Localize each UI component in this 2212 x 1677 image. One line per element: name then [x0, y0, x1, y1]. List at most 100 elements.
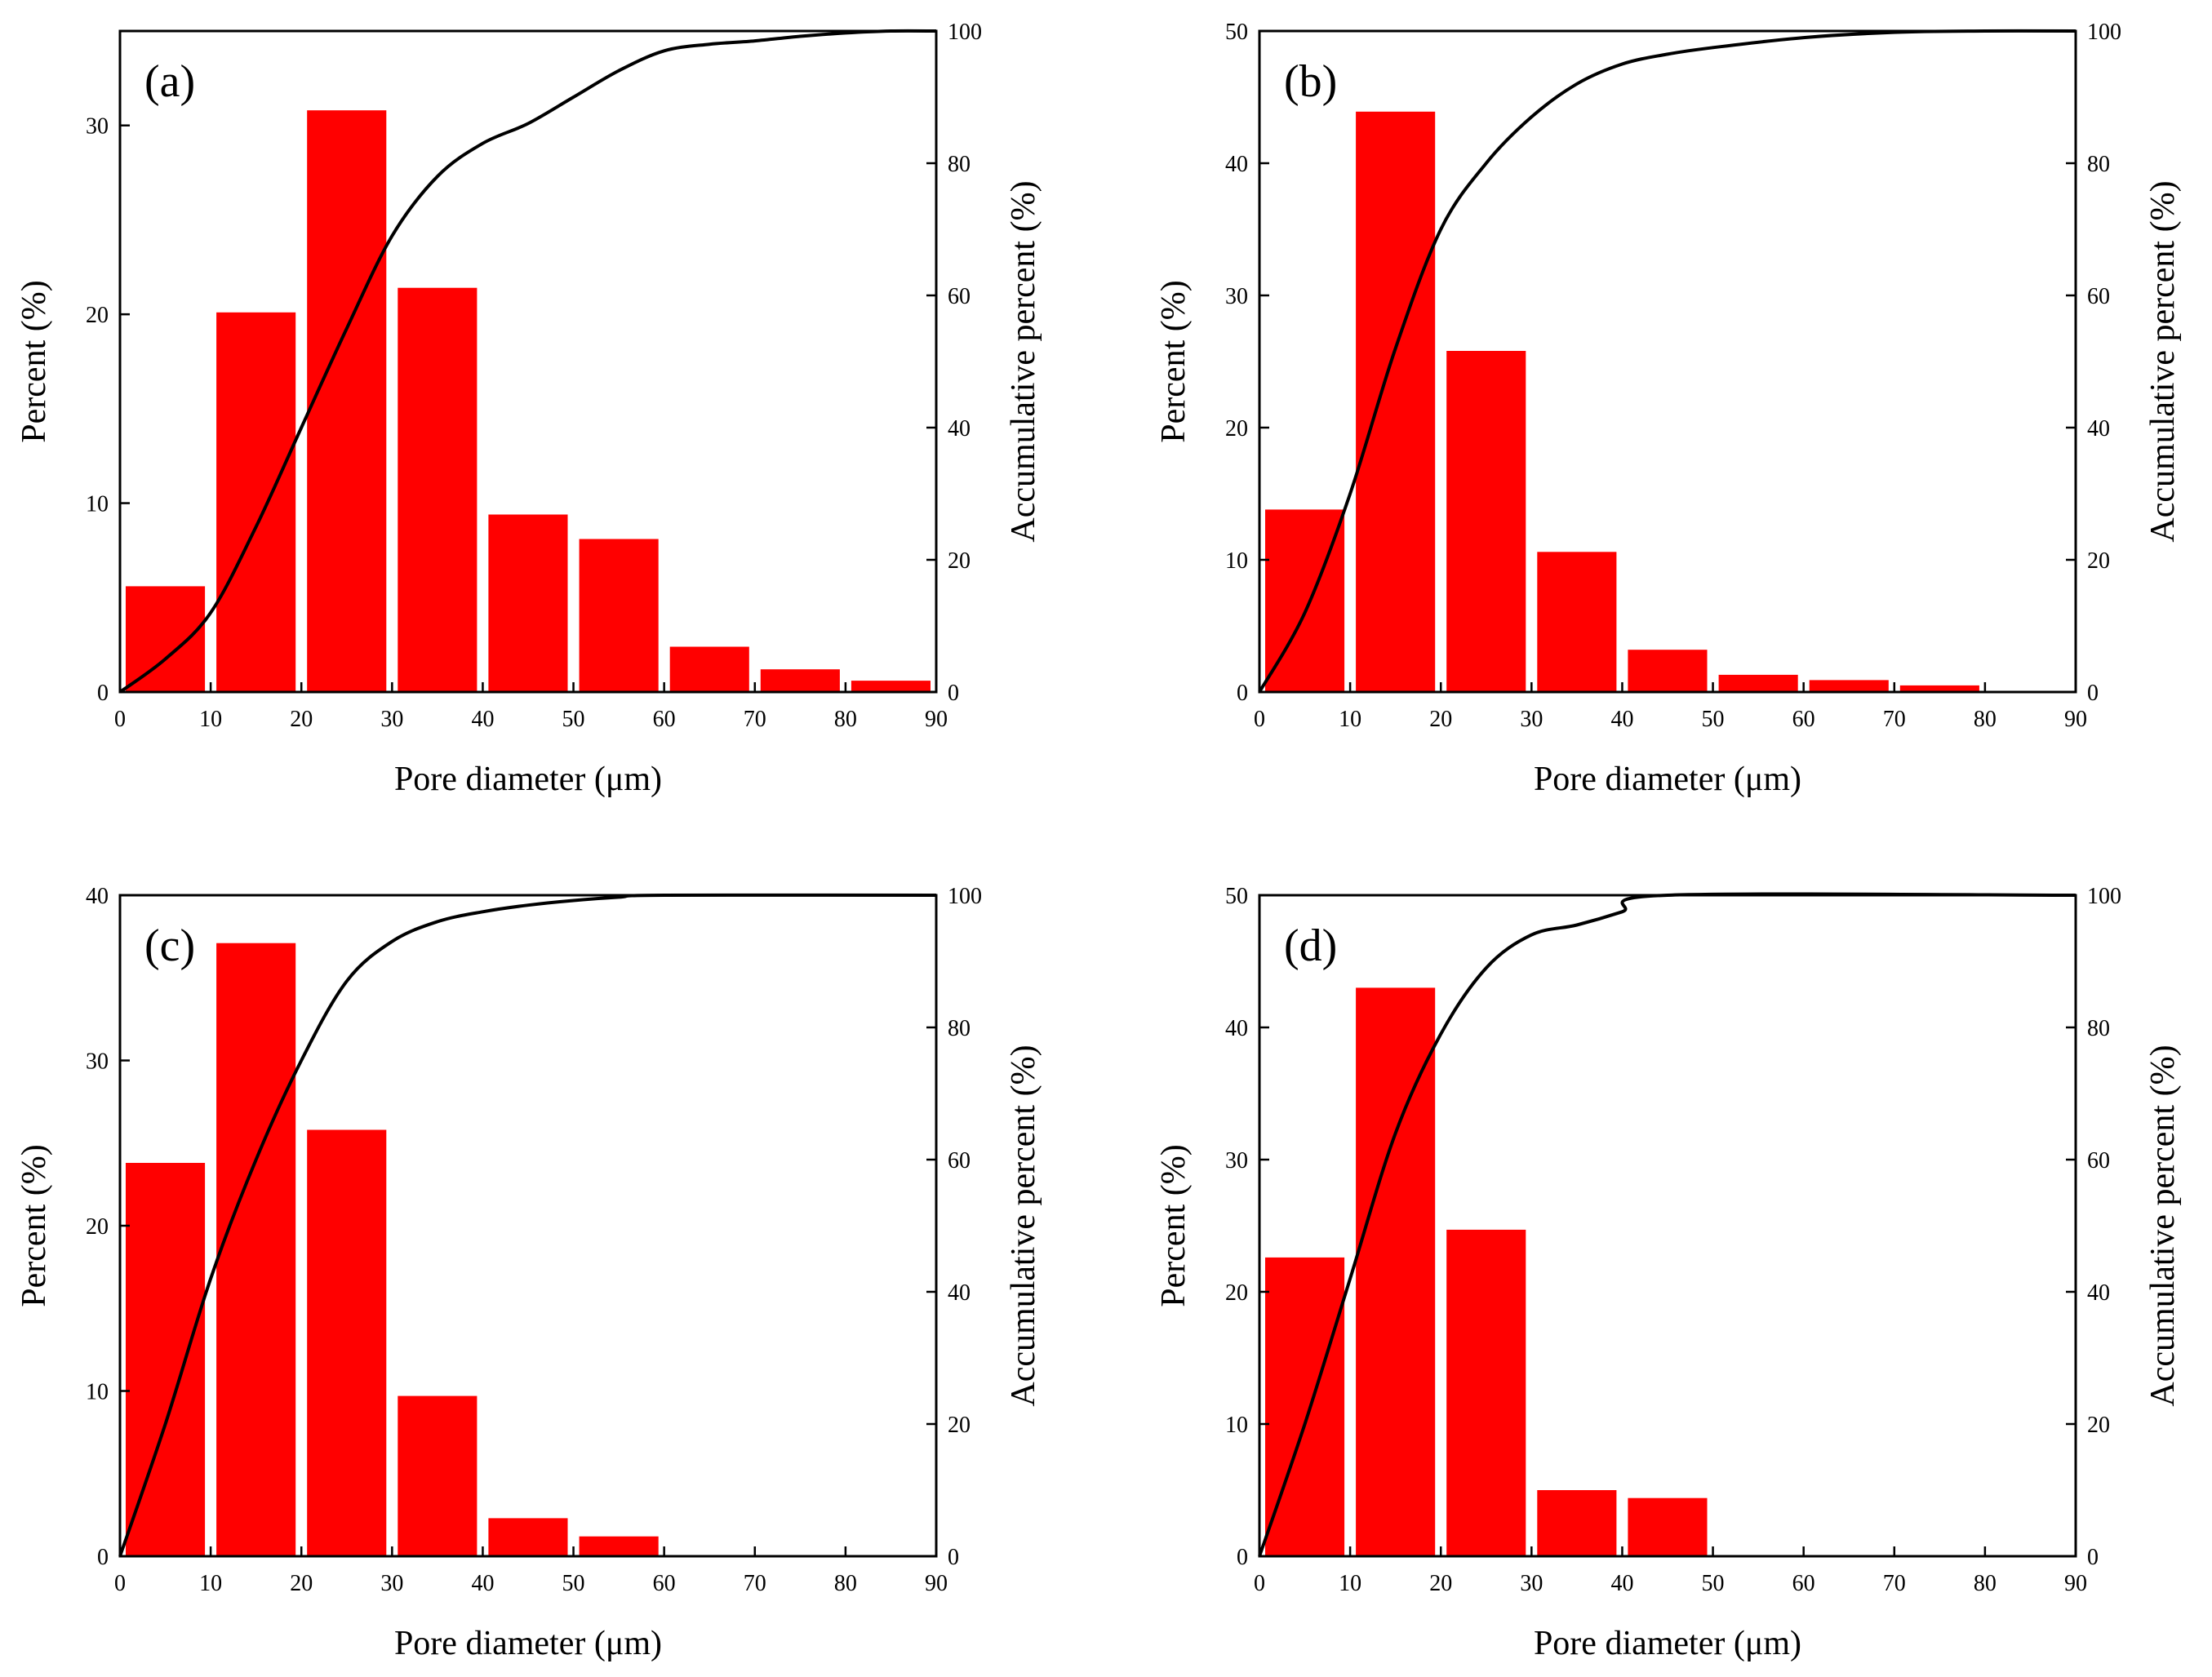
- x-tick-label: 10: [199, 707, 222, 732]
- bar: [1446, 351, 1526, 692]
- x-tick-label: 10: [199, 1571, 222, 1596]
- x-tick-label: 0: [114, 707, 126, 732]
- bar: [669, 646, 749, 692]
- x-tick-label: 20: [290, 1571, 313, 1596]
- panel-label: (b): [1284, 56, 1337, 107]
- x-tick-label: 20: [1429, 1571, 1452, 1596]
- x-tick-label: 90: [925, 707, 948, 732]
- x-tick-label: 10: [1339, 707, 1361, 732]
- y-tick-label: 40: [1225, 152, 1248, 177]
- bar: [488, 514, 568, 692]
- y-tick-label: 20: [1225, 416, 1248, 441]
- y2-tick-label: 60: [948, 1148, 971, 1173]
- bar: [216, 312, 296, 692]
- x-tick-label: 80: [834, 707, 857, 732]
- y2-tick-label: 60: [2087, 1148, 2110, 1173]
- y2-tick-label: 0: [948, 681, 959, 706]
- x-tick-label: 50: [1702, 707, 1725, 732]
- cumulative-curve: [1258, 29, 2077, 693]
- y-tick-label: 20: [1225, 1280, 1248, 1306]
- x-tick-label: 70: [744, 707, 766, 732]
- x-tick-label: 80: [834, 1571, 857, 1596]
- y-tick-label: 20: [86, 303, 109, 328]
- x-tick-label: 70: [1883, 1571, 1906, 1596]
- y2-tick-label: 40: [2087, 1280, 2110, 1306]
- bar: [1265, 1257, 1345, 1556]
- panel-label: (a): [144, 56, 195, 107]
- y2-axis-title: Accumulative percent (%): [1005, 1045, 1042, 1406]
- y2-tick-label: 20: [2087, 1413, 2110, 1438]
- bar: [1356, 111, 1436, 693]
- y2-tick-label: 80: [948, 1016, 971, 1041]
- y-tick-label: 0: [1237, 1545, 1248, 1570]
- bar: [126, 586, 206, 692]
- y-axis-title: Percent (%): [16, 1144, 53, 1307]
- y2-tick-label: 20: [948, 548, 971, 574]
- bar: [307, 110, 387, 692]
- x-tick-label: 70: [1883, 707, 1906, 732]
- panel-label: (d): [1284, 921, 1337, 971]
- y2-tick-label: 40: [948, 1280, 971, 1306]
- y-axis-title: Percent (%): [1155, 1144, 1193, 1307]
- x-tick-label: 40: [471, 1571, 494, 1596]
- y-tick-label: 0: [97, 1545, 109, 1570]
- bar: [488, 1518, 568, 1556]
- y-tick-label: 30: [86, 114, 109, 140]
- bar: [126, 1163, 206, 1556]
- y2-tick-label: 20: [2087, 548, 2110, 574]
- y-tick-label: 10: [86, 1380, 109, 1405]
- y2-axis-title: Accumulative percent (%): [2144, 180, 2182, 542]
- chart-panel-a: 0 10 20 30 40 50 60 70 80 900102030020406080100(a…: [16, 20, 1042, 798]
- y-tick-label: 10: [1225, 1413, 1248, 1438]
- bar: [760, 669, 840, 692]
- bar: [398, 1395, 477, 1556]
- y2-tick-label: 80: [2087, 152, 2110, 177]
- bar: [1718, 674, 1798, 692]
- panel-label: (c): [144, 921, 195, 971]
- bar: [1809, 680, 1889, 692]
- x-tick-label: 40: [1610, 1571, 1633, 1596]
- y-axis-title: Percent (%): [1155, 280, 1193, 442]
- y-tick-label: 40: [86, 884, 109, 909]
- y-tick-label: 0: [1237, 681, 1248, 706]
- bar: [851, 681, 931, 692]
- x-tick-label: 20: [290, 707, 313, 732]
- y2-axis-title: Accumulative percent (%): [1005, 180, 1042, 542]
- x-tick-label: 30: [1520, 1571, 1543, 1596]
- x-axis-title: Pore diameter (μm): [394, 1625, 662, 1662]
- y2-tick-label: 60: [948, 284, 971, 309]
- y-tick-label: 40: [1225, 1016, 1248, 1041]
- x-tick-label: 90: [2064, 1571, 2087, 1596]
- y2-tick-label: 60: [2087, 284, 2110, 309]
- bar: [307, 1129, 387, 1556]
- bar: [1628, 1497, 1708, 1556]
- y2-tick-label: 40: [948, 416, 971, 441]
- bar: [1537, 552, 1617, 692]
- y2-tick-label: 100: [2087, 884, 2121, 909]
- y-tick-label: 50: [1225, 884, 1248, 909]
- x-tick-label: 90: [925, 1571, 948, 1596]
- x-axis-title: Pore diameter (μm): [1534, 1625, 1801, 1662]
- x-axis-title: Pore diameter (μm): [394, 761, 662, 798]
- y2-tick-label: 80: [2087, 1016, 2110, 1041]
- x-tick-label: 80: [1974, 1571, 1997, 1596]
- y2-tick-label: 80: [948, 152, 971, 177]
- bar: [1628, 650, 1708, 692]
- x-axis-title: Pore diameter (μm): [1534, 761, 1801, 798]
- y2-tick-label: 100: [948, 884, 982, 909]
- y-tick-label: 30: [1225, 284, 1248, 309]
- y2-tick-label: 100: [948, 20, 982, 45]
- x-tick-label: 50: [562, 1571, 585, 1596]
- chart-panel-c: 0 10 20 30 40 50 60 70 80 90010203040020406080100…: [16, 884, 1042, 1662]
- y-tick-label: 20: [86, 1214, 109, 1240]
- y-tick-label: 0: [97, 681, 109, 706]
- y2-tick-label: 40: [2087, 416, 2110, 441]
- x-tick-label: 50: [562, 707, 585, 732]
- x-tick-label: 60: [653, 1571, 676, 1596]
- bar: [1356, 987, 1436, 1556]
- y2-tick-label: 100: [2087, 20, 2121, 45]
- chart-panel-d: 0 10 20 30 40 50 60 70 80 90010203040500204060801…: [1155, 884, 2182, 1662]
- y-tick-label: 30: [86, 1049, 109, 1075]
- y2-axis-title: Accumulative percent (%): [2144, 1045, 2182, 1406]
